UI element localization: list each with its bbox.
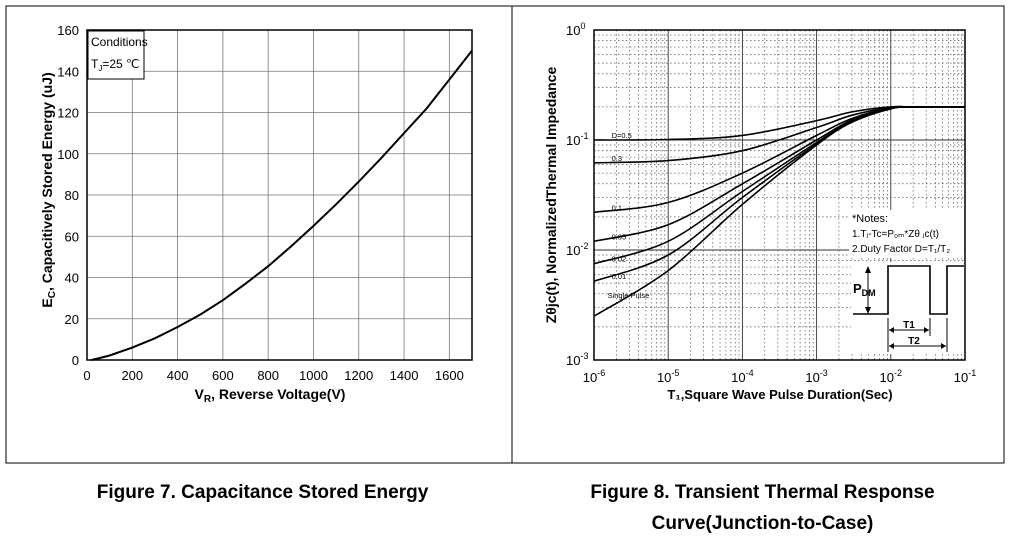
chart1-y-tick-label: 80 <box>65 188 79 203</box>
notes-line1: 1.Tⱼ-Tc=P₀ₘ*Zθ ⱼc(t) <box>852 229 939 240</box>
chart1-plot-border <box>86 29 473 361</box>
figure8-caption-line2: Curve(Junction-to-Case) <box>651 513 874 534</box>
chart1-y-tick-label: 20 <box>65 312 79 327</box>
chart2-curve <box>593 106 966 214</box>
chart1-x-tick-label: 200 <box>121 368 143 383</box>
chart1-y-tick-label: 120 <box>57 106 79 121</box>
chart1-x-tick-label: 1600 <box>435 368 464 383</box>
chart1-grid <box>86 29 472 361</box>
chart2-plot-border <box>593 29 966 361</box>
chart2-x-tick-label: 10-6 <box>583 368 605 385</box>
pulse-waveform <box>853 265 964 315</box>
notes-background <box>849 210 964 258</box>
chart2-tick-labels: 10-6 10-5 10-4 10-3 10-2 10-1 100 10-1 10-2 10-3 <box>566 21 976 385</box>
figure-border <box>5 5 1005 464</box>
chart2-y-tick-label: 100 <box>566 21 585 38</box>
figure7-caption: Figure 7. Capacitance Stored Energy <box>96 482 429 503</box>
chart1-x-tick-label: 400 <box>167 368 189 383</box>
chart1-x-tick-label: 600 <box>212 368 234 383</box>
chart1-y-tick-label: 60 <box>65 229 79 244</box>
chart1-x-tick-label: 1200 <box>344 368 373 383</box>
chart2-curve-label: 0.3 <box>612 154 622 163</box>
chart1-y-tick-label: 140 <box>57 64 79 79</box>
chart1-x-tick-label: 1400 <box>390 368 419 383</box>
chart2-curve <box>593 105 966 317</box>
chart1-y-axis-label: EC, Capacitively Stored Energy (uJ) <box>39 72 58 307</box>
chart1-y-tick-label: 0 <box>72 353 79 368</box>
chart2-x-tick-label: 10-5 <box>657 368 679 385</box>
chart2-curves <box>593 105 966 317</box>
chart2-curve-label: 0.02 <box>612 255 627 264</box>
pulse-diagram: PDM T1 T2 <box>851 262 964 354</box>
conditions-temperature: TJ=25 ℃ <box>91 57 140 73</box>
chart2-y-tick-label: 10-2 <box>566 241 588 258</box>
chart1-y-tick-label: 160 <box>57 23 79 38</box>
chart2-curve-label: 0.01 <box>612 272 627 281</box>
chart2-curve-label: 0.1 <box>612 203 622 212</box>
pdm-label: PDM <box>853 281 876 298</box>
chart2-x-tick-label: 10-1 <box>954 368 976 385</box>
chart1-tick-labels: 0 200 400 600 800 1000 1200 1400 1600 0 20 40 60 80 10… <box>57 23 464 383</box>
figure8-caption-line1: Figure 8. Transient Thermal Response <box>590 482 935 503</box>
chart2-x-tick-label: 10-4 <box>731 368 753 385</box>
conditions-label: Conditions <box>91 35 148 49</box>
chart1-x-tick-label: 800 <box>257 368 279 383</box>
chart1-conditions-box: Conditions TJ=25 ℃ <box>87 30 148 80</box>
chart2-x-axis-label: T₁,Square Wave Pulse Duration(Sec) <box>667 387 892 402</box>
chart2-curve <box>593 105 965 141</box>
chart2-curve-label: D=0.5 <box>612 131 632 140</box>
notes-line2: 2.Duty Factor D=T₁/T₂ <box>852 244 950 255</box>
chart2-y-tick-label: 10-1 <box>566 131 588 148</box>
t1-label: T1 <box>903 320 915 331</box>
t2-label: T2 <box>908 336 920 347</box>
chart1-x-tick-label: 1000 <box>299 368 328 383</box>
chart2-x-tick-label: 10-2 <box>880 368 902 385</box>
transient-thermal-chart: 10-6 10-5 10-4 10-3 10-2 10-110010-110-210-3 … <box>543 21 976 402</box>
chart1-y-tick-label: 40 <box>65 271 79 286</box>
chart1-y-tick-label: 100 <box>57 147 79 162</box>
chart2-curve-label: 0.05 <box>612 232 627 241</box>
chart1-x-axis-label: VR, Reverse Voltage(V) <box>195 386 346 405</box>
chart2-y-axis-label: Zθjc(t), NormalizedThermal Impedance <box>543 67 559 324</box>
chart2-y-tick-label: 10-3 <box>566 351 588 368</box>
chart1-x-tick-label: 0 <box>83 368 90 383</box>
chart1-energy-curve <box>91 49 473 361</box>
chart2-curve-labels: D=0.5 0.3 0.1 0.05 0.02 0.01 Single Pulse <box>608 131 650 300</box>
chart2-curve-label: Single Pulse <box>608 291 650 300</box>
capacitance-energy-chart: 0 200 400 600 800 1000 1200 1400 1600 0 20 40 60 80 10… <box>39 23 473 405</box>
notes-title: *Notes: <box>852 213 888 225</box>
chart2-x-tick-label: 10-3 <box>805 368 827 385</box>
